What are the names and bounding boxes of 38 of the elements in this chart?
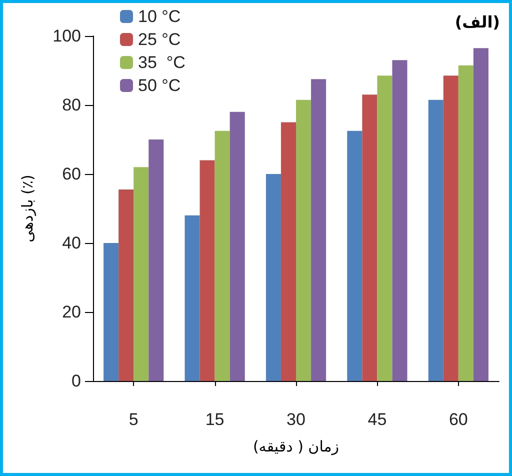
y-tick-label: 60 xyxy=(62,164,81,184)
bar xyxy=(200,160,215,381)
x-tick-label: 5 xyxy=(128,410,138,429)
bar xyxy=(473,48,488,381)
bar xyxy=(118,190,134,381)
y-tick-label: 40 xyxy=(62,234,81,252)
x-tick-label: 30 xyxy=(286,410,306,429)
x-axis-title: زمان ( دقیقه) xyxy=(252,438,340,456)
legend-label: 10 °C xyxy=(138,7,181,26)
bar xyxy=(266,174,281,381)
bar xyxy=(458,65,474,381)
x-tick-label: 15 xyxy=(205,410,224,429)
chart-title: (الف) xyxy=(454,12,500,32)
y-tick-label: 20 xyxy=(62,302,81,322)
bar xyxy=(148,140,164,381)
bar xyxy=(280,122,296,381)
y-tick-label: 0 xyxy=(72,372,81,390)
bar xyxy=(392,60,408,381)
legend-label: 35 °C xyxy=(138,53,186,72)
y-tick-label: 100 xyxy=(52,26,81,46)
bar xyxy=(230,112,245,381)
bar xyxy=(134,167,149,381)
y-axis-title: بازدهی (٪) xyxy=(18,174,36,242)
bar xyxy=(443,76,458,381)
bar xyxy=(428,100,444,381)
legend-label: 50 °C xyxy=(138,76,181,95)
bar xyxy=(104,243,119,381)
x-tick-label: 60 xyxy=(448,410,468,429)
x-tick-label: 45 xyxy=(368,410,387,429)
bar xyxy=(377,76,392,381)
bar xyxy=(296,100,312,381)
bar xyxy=(311,79,326,381)
bar xyxy=(184,215,200,381)
y-tick-label: 80 xyxy=(62,96,81,114)
bar xyxy=(214,130,230,381)
legend-label: 25 °C xyxy=(138,30,181,49)
bar xyxy=(362,94,378,381)
bar xyxy=(347,130,362,381)
